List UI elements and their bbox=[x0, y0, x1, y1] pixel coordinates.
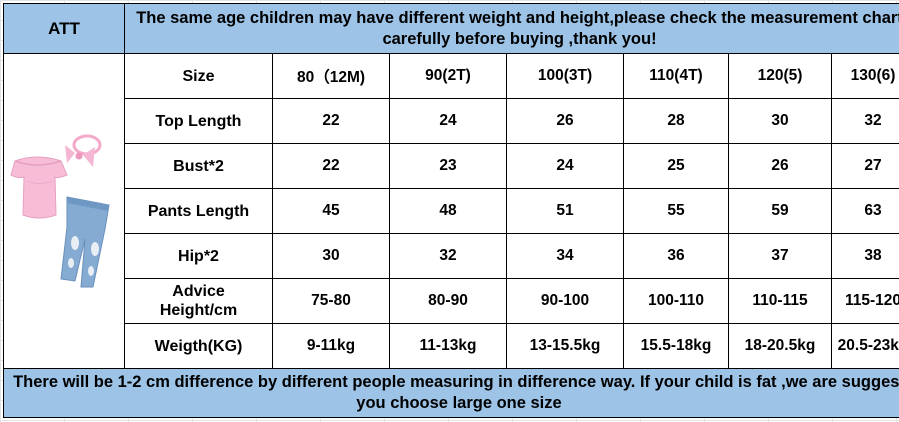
table-row-weight: Weigth(KG) 9-11kg 11-13kg 13-15.5kg 15.5… bbox=[4, 323, 899, 369]
header-row: ATT The same age children may have diffe… bbox=[3, 3, 899, 54]
footer-row: There will be 1-2 cm difference by diffe… bbox=[2, 368, 899, 418]
table-cell: 51 bbox=[506, 188, 624, 234]
table-cell: 30 bbox=[272, 233, 390, 279]
row-label-line: Advice bbox=[172, 283, 225, 300]
table-cell: 28 bbox=[623, 98, 729, 144]
size-chart-table: ATT The same age children may have diffe… bbox=[2, 3, 899, 418]
table-cell: 27 bbox=[830, 143, 899, 189]
row-label: Weigth(KG) bbox=[124, 323, 273, 369]
table-cell: 30 bbox=[728, 98, 832, 144]
table-cell: 110-115 bbox=[728, 278, 832, 324]
table-cell: 26 bbox=[728, 143, 832, 189]
table-cell: 63 bbox=[830, 188, 899, 234]
row-label-line: Height/cm bbox=[159, 302, 238, 319]
table-cell: 100-110 bbox=[623, 278, 729, 324]
table-cell: 20.5-23kg bbox=[830, 323, 899, 369]
row-label: Pants Length bbox=[124, 188, 273, 234]
table-cell: 22 bbox=[272, 143, 390, 189]
table-cell: 24 bbox=[389, 98, 507, 144]
table-row-bust: Bust*2 22 23 24 25 26 27 bbox=[4, 143, 899, 189]
row-label: Top Length bbox=[124, 98, 273, 144]
table-row-top-length: Top Length 22 24 26 28 30 32 bbox=[4, 98, 899, 144]
table-row-pants-length: Pants Length 45 48 51 55 59 63 bbox=[4, 188, 899, 234]
column-header: 80（12M) bbox=[272, 53, 390, 99]
table-cell: 32 bbox=[389, 233, 507, 279]
table-cell: 36 bbox=[623, 233, 729, 279]
table-cell: 59 bbox=[728, 188, 832, 234]
table-cell: 25 bbox=[623, 143, 729, 189]
table-cell: 22 bbox=[272, 98, 390, 144]
table-cell: 15.5-18kg bbox=[623, 323, 729, 369]
table-cell: 13-15.5kg bbox=[506, 323, 624, 369]
brand-label: ATT bbox=[3, 3, 125, 54]
table-cell: 37 bbox=[728, 233, 832, 279]
pink-top-icon bbox=[10, 156, 68, 219]
column-header: 120(5) bbox=[728, 53, 832, 99]
table-cell: 18-20.5kg bbox=[728, 323, 832, 369]
table-cell: 80-90 bbox=[389, 278, 507, 324]
table-cell: 23 bbox=[389, 143, 507, 189]
column-header: 130(6) bbox=[830, 53, 899, 99]
table-cell: 11-13kg bbox=[389, 323, 507, 369]
header-notice: The same age children may have different… bbox=[123, 3, 899, 54]
column-header: 90(2T) bbox=[389, 53, 507, 99]
ripped-jeans-icon bbox=[60, 196, 110, 288]
table-cell: 90-100 bbox=[506, 278, 624, 324]
headband-bow-icon bbox=[65, 134, 102, 167]
footer-notice: There will be 1-2 cm difference by diffe… bbox=[2, 368, 899, 418]
row-label: Bust*2 bbox=[124, 143, 273, 189]
table-row-hip: Hip*2 30 32 34 36 37 38 bbox=[4, 233, 899, 279]
table-row-advice-height: Advice Height/cm 75-80 80-90 90-100 100-… bbox=[4, 278, 899, 324]
table-cell: 26 bbox=[506, 98, 624, 144]
row-label: Hip*2 bbox=[124, 233, 273, 279]
table-cell: 34 bbox=[506, 233, 624, 279]
table-cell: 48 bbox=[389, 188, 507, 234]
size-row: Size 80（12M) 90(2T) 100(3T) 110(4T) 120(… bbox=[3, 53, 899, 369]
table-cell: 45 bbox=[272, 188, 390, 234]
table-cell: 9-11kg bbox=[272, 323, 390, 369]
table-cell: 75-80 bbox=[272, 278, 390, 324]
row-label-size: Size bbox=[124, 53, 273, 99]
row-label: Advice Height/cm bbox=[124, 278, 273, 324]
product-image-cell bbox=[3, 53, 125, 369]
table-cell: 32 bbox=[830, 98, 899, 144]
table-cell: 24 bbox=[506, 143, 624, 189]
column-header: 110(4T) bbox=[623, 53, 729, 99]
outfit-illustration bbox=[10, 134, 110, 288]
table-cell: 38 bbox=[830, 233, 899, 279]
table-cell: 55 bbox=[623, 188, 729, 234]
column-header: 100(3T) bbox=[506, 53, 624, 99]
table-cell: 115-120 bbox=[830, 278, 899, 324]
